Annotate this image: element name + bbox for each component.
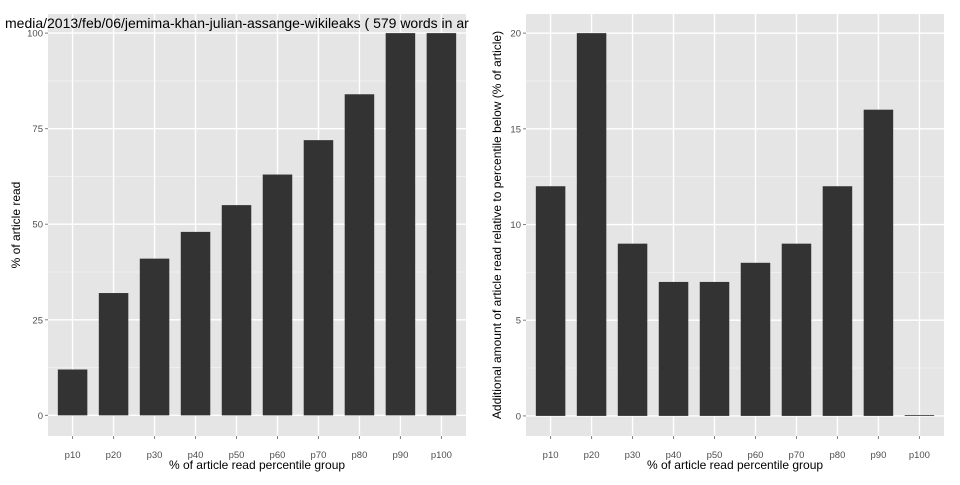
right-bars bbox=[535, 33, 935, 416]
right-bar-p20 bbox=[576, 33, 607, 416]
left-bars bbox=[57, 33, 457, 416]
right-bar-p30 bbox=[617, 243, 648, 416]
right-y-ticks: 0 5 10 15 20 bbox=[510, 29, 526, 422]
right-bar-p100 bbox=[904, 415, 935, 416]
right-bar-p80 bbox=[822, 186, 853, 416]
right-y-tick-label: 20 bbox=[510, 29, 521, 40]
right-y-axis-title: Additional amount of article read relati… bbox=[490, 31, 504, 419]
right-y-tick-label: 5 bbox=[516, 316, 521, 327]
right-x-tick-label: p70 bbox=[789, 450, 805, 461]
left-x-tick-label: p40 bbox=[188, 450, 204, 461]
left-y-axis-title: % of article read bbox=[9, 182, 23, 269]
right-bar-p60 bbox=[740, 262, 771, 416]
right-y-tick-label: 15 bbox=[510, 124, 521, 135]
left-x-tick-label: p70 bbox=[311, 450, 327, 461]
left-bar-p30 bbox=[139, 258, 170, 416]
left-x-ticks: p10 p20 p30 p40 p50 p60 p70 p80 p90 p100 bbox=[65, 436, 452, 461]
left-chart-title: media/2013/feb/06/jemima-khan-julian-ass… bbox=[5, 15, 469, 31]
left-x-tick-label: p90 bbox=[393, 450, 409, 461]
right-x-tick-label: p30 bbox=[625, 450, 641, 461]
right-chart: 0 5 10 15 20 p10 p20 p30 p40 p50 p60 p70 p80 p90 p100… bbox=[490, 14, 944, 472]
left-bar-p100 bbox=[426, 33, 457, 416]
right-x-tick-label: p60 bbox=[748, 450, 764, 461]
left-bar-p20 bbox=[98, 293, 129, 416]
right-y-tick-label: 0 bbox=[516, 411, 521, 422]
left-bar-p90 bbox=[385, 33, 416, 416]
right-bar-p90 bbox=[863, 109, 894, 416]
right-bar-p70 bbox=[781, 243, 812, 416]
right-x-ticks: p10 p20 p30 p40 p50 p60 p70 p80 p90 p100 bbox=[543, 436, 930, 461]
left-bar-p50 bbox=[221, 205, 252, 416]
left-y-tick-label: 0 bbox=[38, 411, 43, 422]
left-x-tick-label: p50 bbox=[229, 450, 245, 461]
left-y-tick-label: 25 bbox=[32, 315, 43, 326]
left-x-tick-label: p100 bbox=[431, 450, 452, 461]
left-bar-p10 bbox=[57, 369, 88, 416]
right-bar-p10 bbox=[535, 186, 566, 416]
left-bar-p80 bbox=[344, 94, 375, 416]
right-x-axis-title: % of article read percentile group bbox=[647, 458, 823, 472]
left-x-tick-label: p80 bbox=[352, 450, 368, 461]
left-bar-p40 bbox=[180, 231, 211, 416]
right-bar-p50 bbox=[699, 281, 730, 416]
left-y-tick-label: 50 bbox=[32, 220, 43, 231]
left-y-tick-label: 75 bbox=[32, 124, 43, 135]
left-y-ticks: 0 25 50 75 100 bbox=[27, 29, 48, 422]
right-x-tick-label: p90 bbox=[871, 450, 887, 461]
right-bar-p40 bbox=[658, 281, 689, 416]
left-y-tick-label: 100 bbox=[27, 29, 43, 40]
left-bar-p70 bbox=[303, 140, 334, 416]
right-x-tick-label: p10 bbox=[543, 450, 559, 461]
left-x-tick-label: p20 bbox=[106, 450, 122, 461]
right-x-tick-label: p50 bbox=[707, 450, 723, 461]
left-x-tick-label: p10 bbox=[65, 450, 81, 461]
right-x-tick-label: p20 bbox=[584, 450, 600, 461]
left-x-tick-label: p30 bbox=[147, 450, 163, 461]
right-x-tick-label: p80 bbox=[830, 450, 846, 461]
right-y-tick-label: 10 bbox=[510, 220, 521, 231]
left-x-tick-label: p60 bbox=[270, 450, 286, 461]
right-x-tick-label: p40 bbox=[666, 450, 682, 461]
right-x-tick-label: p100 bbox=[909, 450, 930, 461]
left-x-axis-title: % of article read percentile group bbox=[169, 458, 345, 472]
left-bar-p60 bbox=[262, 174, 293, 416]
